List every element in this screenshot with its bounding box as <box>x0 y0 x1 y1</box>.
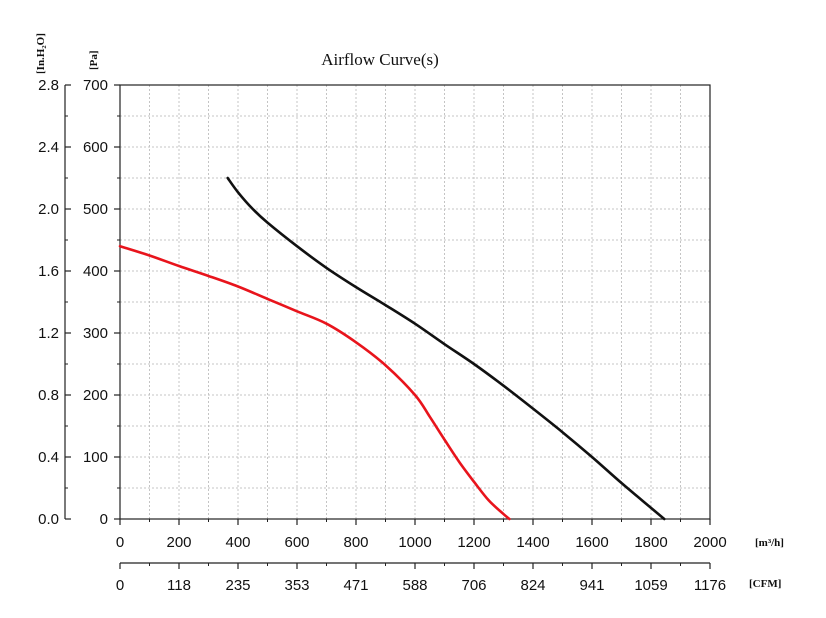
y2-axis-unit-inh2o: [In.H₂O] <box>35 33 47 74</box>
y2-tick-label: 0.0 <box>38 511 59 528</box>
y-tick-label: 200 <box>83 387 108 404</box>
chart-title: Airflow Curve(s) <box>321 50 439 69</box>
x-tick-label: 800 <box>343 534 368 551</box>
y2-tick-label: 1.6 <box>38 263 59 280</box>
y2-tick-label: 0.8 <box>38 387 59 404</box>
x-tick-label: 600 <box>284 534 309 551</box>
y-tick-label: 100 <box>83 449 108 466</box>
x-tick-label: 200 <box>166 534 191 551</box>
series-line-1 <box>118 244 511 521</box>
x2-tick-label: 941 <box>579 577 604 594</box>
x-tick-label: 0 <box>116 534 124 551</box>
y-tick-label: 0 <box>100 511 108 528</box>
x-tick-label: 1400 <box>516 534 549 551</box>
x2-tick-label: 0 <box>116 577 124 594</box>
x2-axis-unit-cfm: [CFM] <box>749 578 781 590</box>
y2-tick-label: 1.2 <box>38 325 59 342</box>
x-tick-label: 1000 <box>398 534 431 551</box>
x-tick-label: 2000 <box>693 534 726 551</box>
x2-tick-label: 588 <box>402 577 427 594</box>
y2-tick-label: 0.4 <box>38 449 59 466</box>
x-tick-label: 1200 <box>457 534 490 551</box>
y-tick-label: 400 <box>83 263 108 280</box>
y2-tick-label: 2.4 <box>38 139 59 156</box>
x2-tick-label: 235 <box>225 577 250 594</box>
x2-tick-label: 471 <box>343 577 368 594</box>
y-tick-label: 600 <box>83 139 108 156</box>
y2-tick-label: 2.0 <box>38 201 59 218</box>
y2-tick-label: 2.8 <box>38 77 59 94</box>
series-lines <box>118 176 666 521</box>
y-tick-label: 500 <box>83 201 108 218</box>
x2-tick-label: 1059 <box>634 577 667 594</box>
series-line-2 <box>226 176 666 521</box>
y-tick-label: 300 <box>83 325 108 342</box>
x-tick-label: 1800 <box>634 534 667 551</box>
x2-tick-label: 353 <box>284 577 309 594</box>
x2-tick-label: 824 <box>520 577 545 594</box>
x2-tick-label: 118 <box>167 577 191 594</box>
y-tick-label: 700 <box>83 77 108 94</box>
x-tick-label: 1600 <box>575 534 608 551</box>
y-axis-unit-pa: [Pa] <box>88 50 100 70</box>
grid-lines <box>119 84 711 520</box>
x2-tick-label: 706 <box>461 577 486 594</box>
x-tick-label: 400 <box>225 534 250 551</box>
x-axis-unit-m3h: [m³/h] <box>755 537 784 549</box>
x2-tick-label: 1176 <box>694 577 726 594</box>
